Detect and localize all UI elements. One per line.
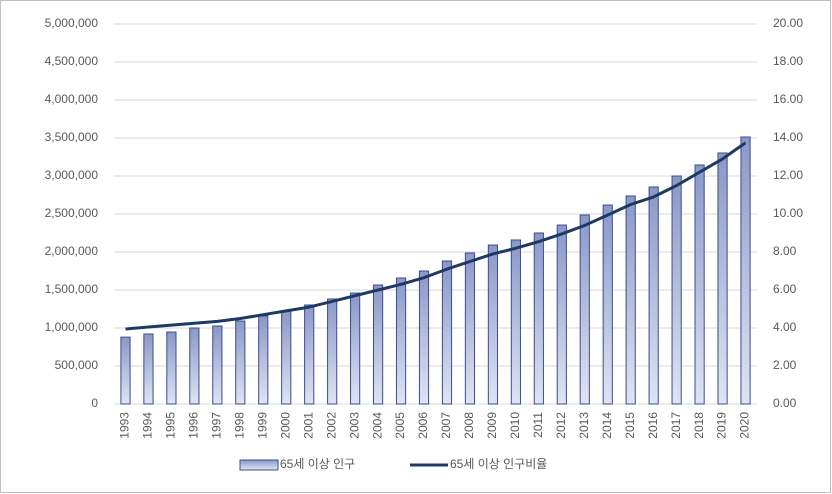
x-tick-label: 2004 [370, 412, 384, 439]
legend-swatch [239, 459, 279, 471]
bar [281, 310, 292, 405]
x-tick-label: 2005 [393, 412, 407, 439]
y2-tick-label: 6.00 [773, 282, 797, 296]
x-tick-label: 2003 [347, 412, 361, 439]
y-tick-label: 5,000,000 [45, 16, 99, 30]
y2-tick-label: 20.00 [773, 16, 803, 30]
bar [372, 284, 384, 405]
x-tick-label: 2002 [324, 412, 338, 439]
y-tick-label: 500,000 [55, 358, 99, 372]
x-tick-label: 2012 [554, 412, 568, 439]
bar [648, 186, 659, 405]
y2-tick-label: 12.00 [773, 168, 803, 182]
x-tick-label: 1998 [232, 412, 246, 439]
bar [602, 204, 613, 405]
bar [258, 315, 269, 405]
y-tick-label: 0 [91, 396, 98, 410]
bar [717, 152, 728, 405]
bar [487, 244, 499, 405]
bar [212, 325, 223, 405]
bar [625, 195, 636, 405]
bar [694, 164, 705, 405]
bar [189, 327, 200, 405]
x-tick-label: 2013 [577, 412, 591, 439]
bar [464, 252, 476, 405]
legend-label: 65세 이상 인구비율 [450, 457, 547, 471]
y2-tick-label: 18.00 [773, 54, 803, 68]
y-tick-label: 1,000,000 [45, 320, 99, 334]
y-tick-label: 3,000,000 [45, 168, 99, 182]
x-tick-label: 1993 [118, 412, 132, 439]
y2-tick-label: 2.00 [773, 358, 797, 372]
x-tick-label: 2014 [600, 412, 614, 439]
bar [143, 333, 154, 405]
bar [350, 292, 361, 405]
x-tick-label: 1997 [210, 412, 224, 439]
bar [441, 260, 453, 405]
bar [510, 239, 521, 405]
bar [740, 136, 751, 405]
bar [395, 277, 407, 405]
bar [556, 224, 567, 405]
y-tick-label: 4,500,000 [45, 54, 99, 68]
y-tick-label: 1,500,000 [45, 282, 99, 296]
y-tick-label: 2,000,000 [45, 244, 99, 258]
legend-label: 65세 이상 인구 [280, 457, 355, 471]
x-tick-label: 2018 [692, 412, 706, 439]
x-tick-label: 1995 [164, 412, 178, 439]
bar [235, 320, 246, 405]
x-tick-label: 2006 [416, 412, 430, 439]
x-tick-label: 2016 [646, 412, 660, 439]
y2-tick-label: 8.00 [773, 244, 797, 258]
bar [579, 214, 590, 405]
y-tick-label: 4,000,000 [45, 92, 99, 106]
x-tick-label: 2020 [738, 412, 752, 439]
bar [304, 304, 315, 405]
x-tick-label: 2007 [439, 412, 453, 439]
x-tick-label: 1996 [187, 412, 201, 439]
line [125, 141, 747, 331]
bar [418, 270, 430, 405]
x-tick-label: 2011 [531, 412, 545, 438]
y2-tick-label: 4.00 [773, 320, 797, 334]
bar [120, 336, 131, 405]
x-tick-label: 2010 [508, 412, 522, 439]
x-tick-label: 2001 [301, 412, 315, 439]
x-tick-label: 2009 [485, 412, 499, 439]
bar [533, 232, 544, 405]
y2-tick-label: 10.00 [773, 206, 803, 220]
y2-tick-label: 0.00 [773, 396, 797, 410]
y2-tick-label: 16.00 [773, 92, 803, 106]
x-tick-label: 2015 [623, 412, 637, 439]
x-tick-label: 1994 [141, 412, 155, 439]
bar [671, 175, 682, 405]
x-tick-label: 2017 [669, 412, 683, 439]
y-tick-label: 2,500,000 [45, 206, 99, 220]
bar [327, 298, 338, 405]
y2-tick-label: 14.00 [773, 130, 803, 144]
x-tick-label: 2000 [278, 412, 292, 439]
x-tick-label: 2008 [462, 412, 476, 439]
y-tick-label: 3,500,000 [45, 130, 99, 144]
x-tick-label: 2019 [715, 412, 729, 439]
bar [166, 331, 177, 405]
x-tick-label: 1999 [255, 412, 269, 439]
